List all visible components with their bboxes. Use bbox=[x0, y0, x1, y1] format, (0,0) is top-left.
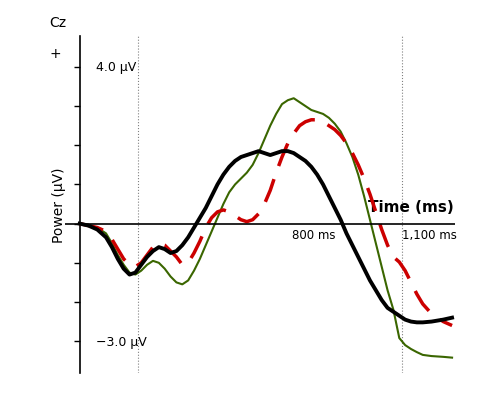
Text: 4.0 μV: 4.0 μV bbox=[96, 61, 136, 74]
Text: +: + bbox=[50, 47, 61, 60]
Y-axis label: Power (μV): Power (μV) bbox=[52, 167, 66, 242]
Text: 800 ms: 800 ms bbox=[292, 229, 336, 242]
Text: Cz: Cz bbox=[50, 16, 66, 30]
Text: −3.0 μV: −3.0 μV bbox=[96, 335, 146, 348]
Text: Time (ms): Time (ms) bbox=[368, 199, 454, 214]
Text: 1,100 ms: 1,100 ms bbox=[402, 229, 457, 242]
